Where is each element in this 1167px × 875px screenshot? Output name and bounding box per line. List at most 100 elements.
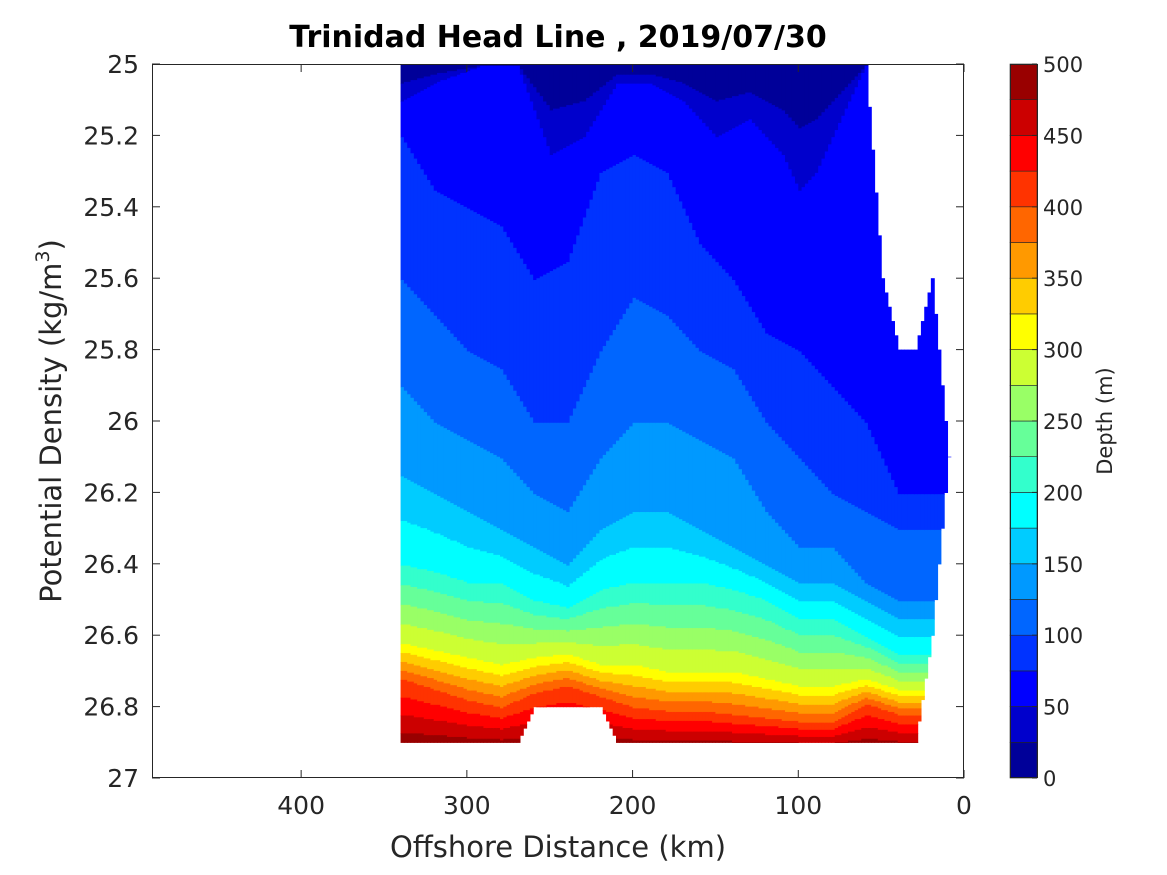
contour-band: [659, 312, 663, 424]
contour-band: [672, 583, 677, 606]
contour-band: [914, 636, 919, 656]
contour-band: [851, 594, 856, 613]
contour-band: [460, 599, 465, 620]
contour-band: [824, 619, 829, 636]
contour-band: [413, 645, 418, 656]
contour-band: [914, 681, 919, 692]
contour-band: [493, 526, 498, 556]
contour-band: [748, 685, 753, 697]
contour-band: [867, 429, 872, 515]
contour-band: [874, 642, 879, 652]
contour-band: [804, 547, 809, 585]
contour-band: [917, 529, 922, 602]
contour-band: [446, 71, 451, 79]
contour-band: [920, 681, 925, 692]
contour-band: [403, 565, 408, 586]
contour-band: [420, 647, 425, 658]
contour-band: [539, 642, 544, 658]
contour-band: [543, 422, 547, 501]
contour-band: [910, 529, 915, 602]
contour-band: [559, 686, 564, 704]
contour-band: [692, 344, 697, 438]
contour-band: [785, 594, 789, 613]
contour-band: [659, 604, 663, 627]
contour-band: [576, 665, 581, 674]
contour-band: [476, 549, 481, 585]
contour-band: [417, 665, 422, 676]
contour-band: [500, 369, 504, 460]
contour-band: [834, 636, 839, 654]
contour-band: [781, 692, 786, 702]
contour-band: [688, 553, 693, 585]
contour-band: [659, 88, 663, 170]
contour-band: [778, 701, 783, 711]
contour-band: [682, 333, 687, 433]
contour-band: [758, 726, 763, 734]
contour-band: [490, 65, 494, 222]
contour-band: [586, 131, 591, 210]
contour-band: [463, 438, 468, 511]
contour-band: [413, 683, 418, 701]
contour-band: [722, 269, 726, 365]
contour-band: [437, 533, 441, 574]
contour-band: [562, 678, 567, 688]
contour-band: [662, 681, 667, 692]
contour-band: [844, 401, 849, 502]
contour-band: [543, 64, 547, 103]
contour-band: [828, 144, 833, 385]
contour-band: [758, 579, 763, 599]
contour-band: [543, 499, 547, 554]
contour-band: [897, 742, 902, 743]
contour-band: [612, 713, 617, 727]
contour-band: [486, 583, 491, 604]
contour-band: [456, 736, 461, 743]
contour-band: [403, 64, 408, 83]
contour-band: [553, 642, 557, 656]
contour-band: [506, 533, 511, 561]
contour-band: [897, 695, 902, 704]
contour-band: [751, 656, 756, 677]
contour-band: [516, 670, 521, 683]
contour-band: [715, 681, 720, 693]
contour-band: [562, 510, 567, 565]
contour-band: [824, 583, 829, 602]
contour-band: [410, 654, 415, 665]
contour-band: [678, 740, 683, 743]
contour-band: [732, 128, 736, 281]
contour-band: [493, 603, 498, 624]
contour-band: [738, 653, 743, 674]
contour-band: [848, 101, 852, 406]
contour-band: [692, 672, 697, 683]
contour-band: [907, 494, 912, 531]
contour-band: [413, 483, 418, 526]
contour-band: [632, 603, 637, 626]
contour-band: [450, 540, 455, 579]
contour-band: [453, 710, 458, 724]
contour-band: [771, 144, 776, 338]
contour-band: [818, 729, 823, 738]
contour-band: [559, 642, 564, 656]
contour-band: [778, 681, 783, 692]
contour-band: [649, 547, 654, 585]
contour-band: [801, 354, 806, 463]
contour-band: [765, 726, 770, 736]
contour-band: [814, 653, 819, 670]
contour-band: [536, 656, 541, 667]
contour-band: [569, 64, 574, 106]
contour-band: [556, 581, 561, 606]
contour-band: [891, 694, 895, 701]
contour-band: [722, 651, 726, 674]
contour-band: [751, 742, 756, 743]
contour-band: [685, 692, 690, 702]
contour-band: [559, 106, 564, 151]
contour-band: [665, 672, 670, 683]
contour-band: [765, 422, 770, 513]
contour-band: [569, 679, 574, 688]
contour-band: [529, 694, 534, 709]
contour-band: [427, 678, 431, 688]
contour-band: [579, 64, 584, 103]
contour-band: [861, 656, 866, 670]
contour-band: [702, 711, 707, 722]
contour-band: [622, 551, 627, 586]
